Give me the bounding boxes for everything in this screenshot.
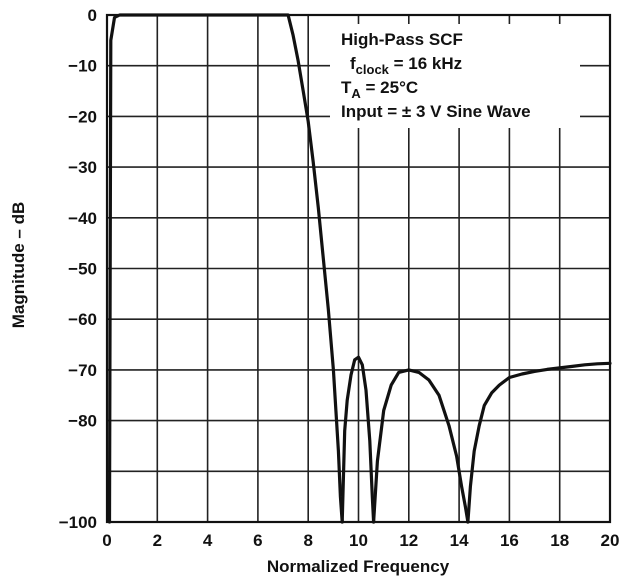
fclock-subscript: clock — [356, 62, 390, 77]
response-curve — [107, 13, 612, 524]
series-line — [372, 368, 470, 524]
y-tick-label: −100 — [59, 513, 97, 532]
x-tick-label: 18 — [550, 531, 569, 550]
x-tick-label: 0 — [102, 531, 111, 550]
y-tick-label: −70 — [68, 361, 97, 380]
annotation: High-Pass SCF fclock = 16 kHz TA = 25°C … — [341, 30, 531, 121]
x-tick-label: 8 — [303, 531, 312, 550]
annotation-line-1: High-Pass SCF — [341, 30, 463, 49]
ta-value: = 25°C — [361, 78, 418, 97]
annotation-line-3: TA = 25°C — [341, 78, 418, 101]
series-line — [340, 355, 376, 524]
series-line — [107, 13, 344, 524]
x-tick-label: 14 — [450, 531, 469, 550]
x-tick-label: 4 — [203, 531, 213, 550]
x-tick-label: 16 — [500, 531, 519, 550]
annotation-line-4: Input = ± 3 V Sine Wave — [341, 102, 531, 121]
y-tick-label: −60 — [68, 310, 97, 329]
ta-subscript: A — [351, 86, 361, 101]
annotation-box-bg — [330, 24, 580, 128]
y-tick-label: −80 — [68, 412, 97, 431]
fclock-value: = 16 kHz — [389, 54, 462, 73]
x-tick-label: 12 — [399, 531, 418, 550]
series-line — [466, 361, 612, 524]
y-axis-label: Magnitude – dB — [9, 202, 28, 329]
annotation-line-2: fclock = 16 kHz — [350, 54, 462, 77]
y-tick-label: −40 — [68, 209, 97, 228]
tick-labels: 0 2 4 6 8 10 12 14 16 18 20 0 −10 −20 −30 −40 −50 −60 −70 −… — [59, 6, 620, 550]
y-tick-label: −30 — [68, 158, 97, 177]
x-tick-label: 20 — [601, 531, 620, 550]
x-axis-label: Normalized Frequency — [267, 557, 450, 576]
y-tick-label: −20 — [68, 107, 97, 126]
ta-main: T — [341, 78, 352, 97]
fclock-main: f — [350, 54, 356, 73]
y-tick-label: −10 — [68, 57, 97, 76]
x-tick-label: 2 — [153, 531, 162, 550]
x-tick-label: 10 — [349, 531, 368, 550]
x-tick-label: 6 — [253, 531, 262, 550]
y-tick-label: −50 — [68, 260, 97, 279]
plot-frame — [105, 13, 612, 524]
y-tick-label: 0 — [88, 6, 97, 25]
